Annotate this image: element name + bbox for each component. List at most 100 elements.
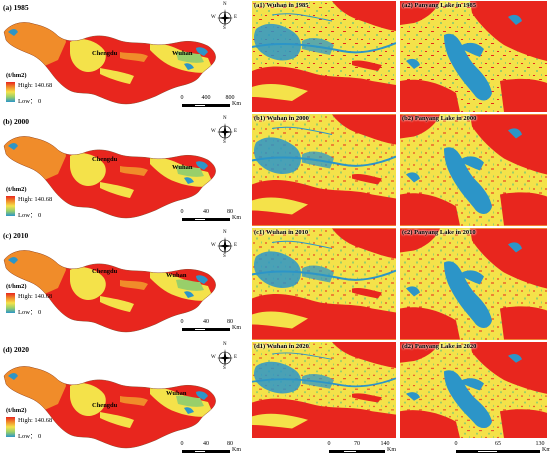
compass-e: E: [234, 243, 238, 248]
legend-high-label: High: 140.68: [18, 82, 53, 89]
north-arrow-icon: N S W E: [211, 230, 238, 260]
zoom-map-lake: (b2) Panyang Lake in 2000: [400, 114, 547, 226]
compass-n: N: [223, 116, 227, 121]
legend-unit: (t/hm2): [6, 72, 27, 79]
city-chengdu-label: Chengdu: [92, 156, 118, 163]
north-arrow-icon: N S W E: [211, 116, 238, 146]
zoom-map-wuhan: (a1) Wuhan in 1985: [252, 1, 396, 112]
zoom-map-wuhan: (b1) Wuhan in 2000: [252, 114, 396, 226]
city-wuhan-label: Wuhan: [166, 272, 187, 279]
legend: (t/hm2) High: 140.68 Low： 0: [6, 72, 86, 106]
legend-color-ramp: [6, 293, 15, 313]
row-2020: (d) 2020 Chengdu Wuhan (t/hm2) High: 140…: [0, 342, 550, 459]
scale-unit: Km: [232, 325, 241, 331]
basin-map-panel: (b) 2000 Chengdu Wuhan (t/hm2) High: 140…: [0, 114, 250, 227]
city-wuhan-label: Wuhan: [172, 164, 193, 171]
basin-panel-label: (c) 2010: [3, 231, 29, 240]
row-2010: (c) 2010 Chengdu Wuhan (t/hm2) High: 140…: [0, 228, 550, 341]
scale-ticks: 0 40 80: [180, 441, 234, 447]
zoom-lake-label: (d2) Panyang Lake in 2020: [402, 343, 477, 350]
legend-high-label: High: 140.68: [18, 417, 53, 424]
zoom-map-wuhan: (c1) Wuhan in 2010: [252, 228, 396, 340]
basin-map-panel: (d) 2020 Chengdu Wuhan (t/hm2) High: 140…: [0, 342, 250, 459]
basin-panel-label: (b) 2000: [3, 117, 30, 126]
compass-w: W: [211, 243, 216, 248]
compass-s: S: [223, 26, 226, 31]
scale-ticks: 0 400 800: [180, 95, 235, 101]
zoom-wuhan-label: (d1) Wuhan in 2020: [254, 343, 309, 350]
zoom-map-lake: (c2) Panyang Lake in 2010: [400, 228, 547, 340]
legend-high-label: High: 140.68: [18, 196, 53, 203]
zoom-map-lake: (d2) Panyang Lake in 2020: [400, 342, 547, 438]
basin-map-panel: (c) 2010 Chengdu Wuhan (t/hm2) High: 140…: [0, 228, 250, 341]
scale-unit: Km: [232, 447, 241, 453]
basin-scale-bar: 0 40 80 Km: [181, 441, 244, 459]
scale-ticks: 0 65 130: [454, 441, 545, 447]
scale-ticks: 0 40 80: [180, 209, 234, 215]
legend-low-label: Low： 0: [18, 212, 42, 219]
scale-segments: [329, 450, 385, 453]
legend-unit: (t/hm2): [6, 186, 27, 193]
zoom-wuhan-scale-bar: 0 70 140 Km: [328, 441, 409, 459]
legend: (t/hm2) High: 140.68 Low： 0: [6, 407, 86, 441]
scale-segments: [182, 218, 230, 221]
scale-segments: [182, 450, 230, 453]
basin-panel-label: (d) 2020: [3, 345, 30, 354]
compass-n: N: [223, 230, 227, 235]
compass-e: E: [234, 129, 238, 134]
scale-ticks: 0 70 140: [327, 441, 390, 447]
row-2000: (b) 2000 Chengdu Wuhan (t/hm2) High: 140…: [0, 114, 550, 227]
scale-segments: [182, 328, 230, 331]
legend-low-label: Low： 0: [18, 98, 42, 105]
city-chengdu-label: Chengdu: [92, 268, 118, 275]
compass-s: S: [223, 254, 226, 259]
compass-n: N: [223, 2, 227, 7]
city-wuhan-label: Wuhan: [166, 390, 187, 397]
zoom-lake-label: (c2) Panyang Lake in 2010: [402, 229, 476, 236]
scale-segments: [182, 104, 230, 107]
basin-scale-bar: 0 40 80 Km: [181, 319, 244, 342]
basin-map-panel: (a) 1985 Chengdu Wuhan (t/hm2) High: 140…: [0, 0, 250, 113]
scale-unit: Km: [232, 101, 241, 107]
legend-unit: (t/hm2): [6, 283, 27, 290]
compass-w: W: [211, 355, 216, 360]
basin-panel-label: (a) 1985: [3, 3, 29, 12]
city-wuhan-label: Wuhan: [172, 50, 193, 57]
compass-w: W: [211, 129, 216, 134]
legend-color-ramp: [6, 417, 15, 437]
legend: (t/hm2) High: 140.68 Low： 0: [6, 283, 86, 317]
legend-unit: (t/hm2): [6, 407, 27, 414]
basin-scale-bar: 0 40 80 Km: [181, 209, 244, 232]
compass-n: N: [223, 342, 227, 347]
scale-segments: [456, 450, 540, 453]
legend: (t/hm2) High: 140.68 Low： 0: [6, 186, 86, 220]
zoom-map-lake: (a2) Panyang Lake in 1985: [400, 1, 547, 112]
zoom-map-wuhan: (d1) Wuhan in 2020: [252, 342, 396, 438]
city-chengdu-label: Chengdu: [92, 50, 118, 57]
legend-high-label: High: 140.68: [18, 293, 53, 300]
compass-e: E: [234, 15, 238, 20]
zoom-wuhan-label: (b1) Wuhan in 2000: [254, 115, 309, 122]
zoom-lake-label: (b2) Panyang Lake in 2000: [402, 115, 477, 122]
legend-low-label: Low： 0: [18, 309, 42, 316]
north-arrow-icon: N S W E: [211, 342, 238, 372]
compass-e: E: [234, 355, 238, 360]
compass-w: W: [211, 15, 216, 20]
compass-s: S: [223, 366, 226, 371]
city-chengdu-label: Chengdu: [92, 402, 118, 409]
zoom-wuhan-label: (c1) Wuhan in 2010: [254, 229, 309, 236]
compass-s: S: [223, 140, 226, 145]
zoom-lake-scale-bar: 0 65 130 Km: [455, 441, 550, 459]
basin-scale-bar: 0 400 800 Km: [181, 95, 244, 118]
legend-color-ramp: [6, 196, 15, 216]
scale-unit: Km: [542, 447, 550, 453]
zoom-wuhan-label: (a1) Wuhan in 1985: [254, 2, 309, 9]
scale-ticks: 0 40 80: [180, 319, 234, 325]
zoom-lake-label: (a2) Panyang Lake in 1985: [402, 2, 477, 9]
north-arrow-icon: N S W E: [211, 2, 238, 32]
row-1985: (a) 1985 Chengdu Wuhan (t/hm2) High: 140…: [0, 0, 550, 113]
scale-unit: Km: [232, 215, 241, 221]
legend-color-ramp: [6, 82, 15, 102]
legend-low-label: Low： 0: [18, 433, 42, 440]
scale-unit: Km: [387, 447, 396, 453]
